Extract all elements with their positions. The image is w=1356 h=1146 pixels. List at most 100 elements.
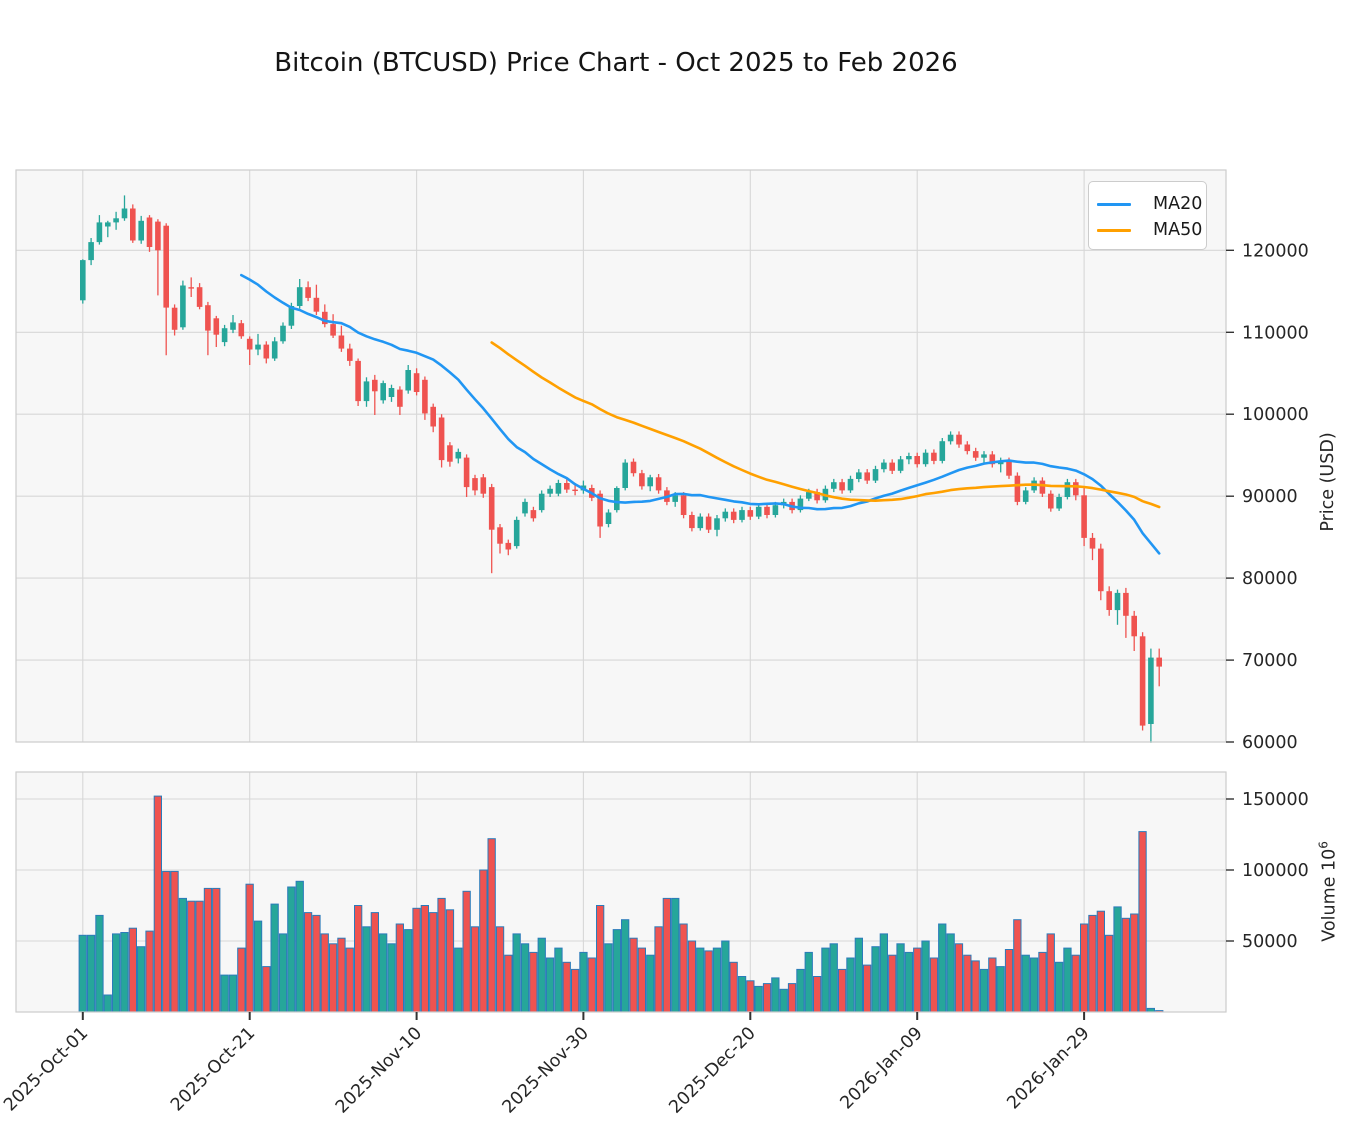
candle-body [1039,480,1046,494]
volume-bar [87,934,96,1013]
volume-bar [587,957,596,1013]
volume-bar [612,929,622,1013]
candle-body [730,511,737,520]
volume-bar [913,947,922,1013]
volume-bar [1046,933,1055,1013]
candle-body [1056,497,1062,509]
candle-body [697,516,704,529]
candle-body [330,324,336,336]
candle-body [1022,490,1029,502]
volume-bar [379,933,388,1013]
x-tick-label: 2025-Oct-21 [167,1023,259,1115]
volume-bar [120,932,129,1013]
volume-bar [1013,919,1022,1013]
volume-bar [712,947,722,1013]
volume-bar [954,943,964,1013]
volume-bar [1071,954,1080,1013]
candle-body [196,287,203,307]
volume-bar [863,964,872,1013]
volume-bar [195,900,204,1013]
candle-body [288,306,295,326]
volume-bar [212,887,221,1013]
volume-bar [629,937,638,1013]
price-tick-label: 120000 [1242,241,1309,261]
price-tick-label: 100000 [1242,405,1309,425]
candle-body [171,307,178,330]
candle-body [705,516,712,530]
volume-bar [362,926,371,1013]
volume-bar [445,909,455,1013]
ma20-line-icon [1097,202,1131,206]
candle-body [989,454,996,465]
legend-item-ma50: MA50 [1097,217,1206,243]
volume-bar [320,933,329,1013]
volume-bar [596,905,605,1013]
candle-body [438,417,445,461]
volume-bar [821,947,830,1013]
volume-bar [162,870,171,1013]
candle-body [447,445,453,462]
candle-body [939,441,946,461]
candle-body [455,451,462,459]
volume-bar [921,940,930,1013]
volume-bar [1096,910,1105,1013]
volume-bar [721,940,730,1013]
candle-body [672,495,678,502]
volume-bar [237,947,246,1013]
candle-body [572,489,578,491]
price-tick-label: 70000 [1242,651,1298,671]
volume-bar [187,900,196,1013]
candle-body [205,305,211,331]
candle-body [881,462,887,470]
volume-bar [437,897,446,1013]
candle-body [313,297,320,312]
volume-bar [253,920,263,1013]
volume-bar [846,957,855,1013]
candle-body [413,373,420,392]
candle-body [555,483,562,494]
price-tick-label: 80000 [1242,569,1298,589]
candle-body [230,322,236,330]
volume-bar [454,947,463,1013]
candle-body [280,325,286,342]
candle-body [305,287,311,298]
volume-bar [979,968,989,1013]
volume-bar [262,966,271,1013]
candle-body [1114,592,1121,611]
candle-body [80,260,86,301]
volume-bar [537,937,546,1013]
candle-body [605,512,612,524]
volume-bar [112,933,121,1013]
candle-body [647,477,653,487]
candle-body [1048,493,1054,509]
candle-body [397,389,403,407]
volume-bar [512,933,521,1013]
price-panel [16,170,1226,742]
volume-bar [662,897,672,1013]
volume-bar [470,926,480,1013]
candle-body [814,492,820,501]
candle-body [1081,495,1087,538]
candle-body [755,506,762,517]
candle-body [163,225,169,308]
candle-body [889,462,895,471]
volume-bar [571,968,580,1013]
candle-body [430,406,436,427]
volume-bar [337,937,346,1013]
volume-bar [687,940,697,1013]
candle-body [847,478,854,491]
volume-bar [278,933,288,1013]
candle-body [522,501,528,514]
volume-bar [354,905,363,1013]
candle-body [96,222,103,243]
candle-body [505,542,512,550]
candle-body [221,328,228,343]
candle-body [530,510,537,519]
candle-body [538,493,545,511]
candle-body [747,510,754,517]
volume-bar [1088,914,1097,1013]
candle-body [864,472,870,481]
candle-body [1148,657,1154,724]
volume-bar [762,983,772,1013]
